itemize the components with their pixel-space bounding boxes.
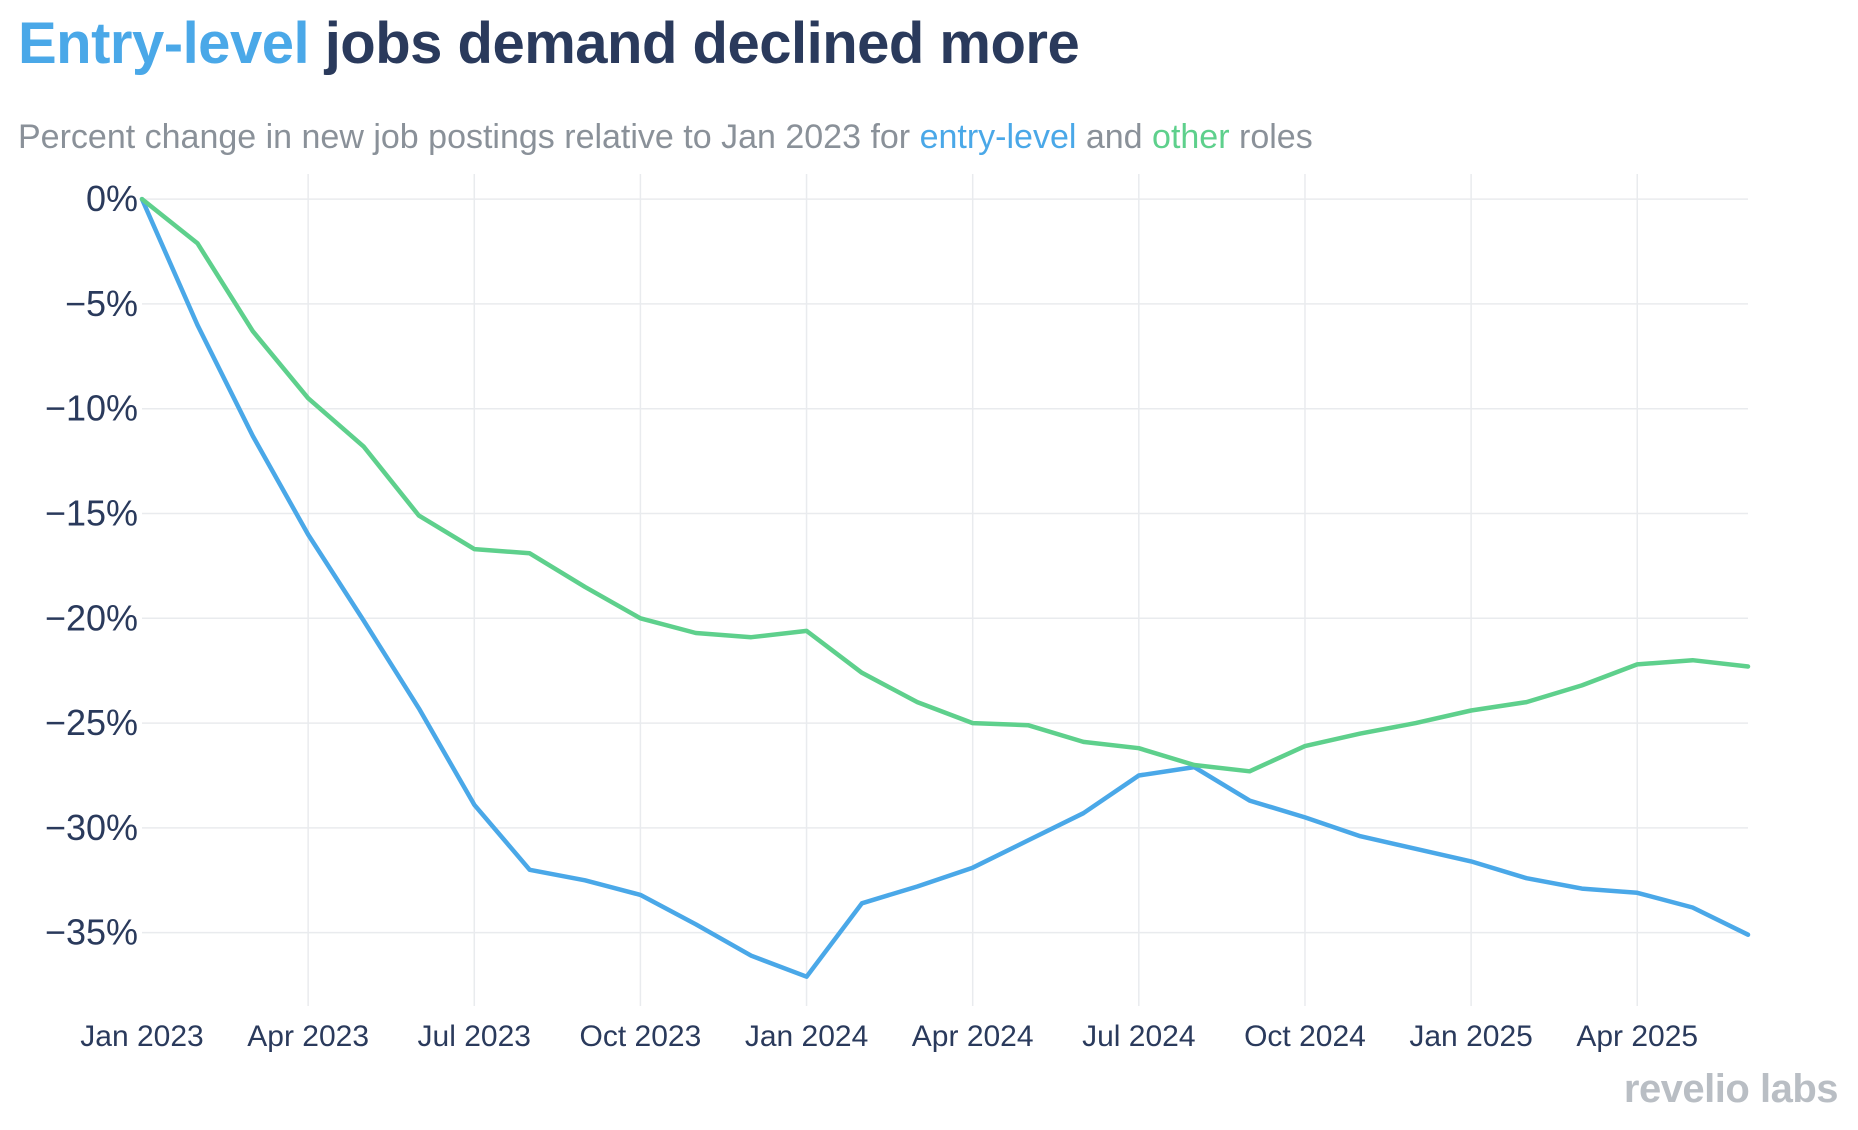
x-tick-label: Jan 2025 xyxy=(1409,1020,1532,1053)
subtitle-pre: Percent change in new job postings relat… xyxy=(18,118,920,156)
y-tick-label: −20% xyxy=(45,597,138,638)
chart-subtitle: Percent change in new job postings relat… xyxy=(18,118,1313,157)
revelio-labs-logo: revelio labs xyxy=(1623,1067,1839,1111)
chart-title: Entry-level jobs demand declined more xyxy=(18,10,1080,77)
y-tick-label: −35% xyxy=(45,912,138,953)
x-tick-label: Jan 2024 xyxy=(745,1020,868,1053)
subtitle-post: roles xyxy=(1229,118,1313,156)
x-tick-label: Apr 2023 xyxy=(247,1020,369,1053)
subtitle-mid: and xyxy=(1076,118,1153,156)
x-tick-label: Apr 2025 xyxy=(1576,1020,1698,1053)
x-tick-label: Jan 2023 xyxy=(80,1020,203,1053)
subtitle-other: other xyxy=(1152,118,1230,156)
x-tick-label: Oct 2023 xyxy=(580,1020,702,1053)
x-tick-label: Jul 2023 xyxy=(418,1020,531,1053)
x-tick-label: Jul 2024 xyxy=(1082,1020,1195,1053)
x-tick-label: Apr 2024 xyxy=(912,1020,1034,1053)
y-tick-label: 0% xyxy=(86,178,138,219)
subtitle-entry-level: entry-level xyxy=(919,118,1077,156)
y-tick-label: −25% xyxy=(45,702,138,743)
y-tick-label: −5% xyxy=(65,283,138,324)
title-highlight: Entry-level xyxy=(18,11,310,76)
series-line-entry xyxy=(139,196,1751,979)
series-line-other xyxy=(139,196,1751,774)
y-tick-label: −15% xyxy=(45,493,138,534)
x-tick-label: Oct 2024 xyxy=(1244,1020,1366,1053)
y-tick-label: −30% xyxy=(45,807,138,848)
title-rest: jobs demand declined more xyxy=(309,11,1080,76)
y-tick-label: −10% xyxy=(45,388,138,429)
